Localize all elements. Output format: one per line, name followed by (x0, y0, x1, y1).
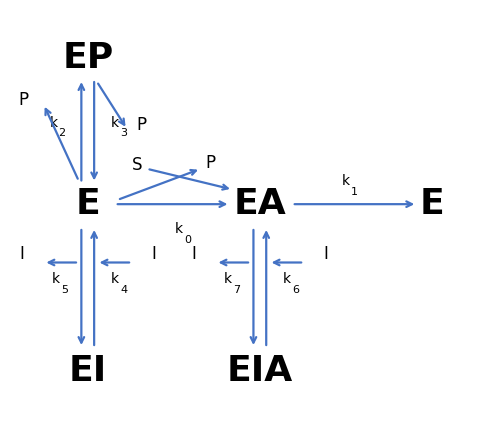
Text: EP: EP (62, 41, 114, 75)
Text: 2: 2 (58, 128, 66, 138)
Text: k: k (283, 272, 291, 286)
Text: 4: 4 (120, 285, 127, 295)
Text: EI: EI (68, 354, 107, 388)
Text: k: k (110, 272, 119, 286)
Text: k: k (52, 272, 60, 286)
Text: k: k (224, 272, 232, 286)
Text: EA: EA (234, 187, 286, 221)
Text: 5: 5 (61, 285, 68, 295)
Text: I: I (324, 245, 328, 263)
Text: 1: 1 (351, 187, 358, 197)
Text: E: E (76, 187, 100, 221)
Text: 0: 0 (184, 235, 191, 244)
Text: k: k (174, 222, 183, 236)
Text: P: P (137, 116, 147, 134)
Text: P: P (19, 91, 29, 109)
Text: EIA: EIA (226, 354, 293, 388)
Text: I: I (152, 245, 156, 263)
Text: I: I (191, 245, 196, 263)
Text: k: k (110, 116, 119, 130)
Text: k: k (50, 116, 58, 130)
Text: I: I (19, 245, 24, 263)
Text: S: S (132, 156, 142, 173)
Text: P: P (206, 153, 216, 172)
Text: k: k (342, 174, 350, 188)
Text: 7: 7 (233, 285, 240, 295)
Text: 6: 6 (292, 285, 299, 295)
Text: E: E (420, 187, 444, 221)
Text: 3: 3 (120, 128, 127, 138)
